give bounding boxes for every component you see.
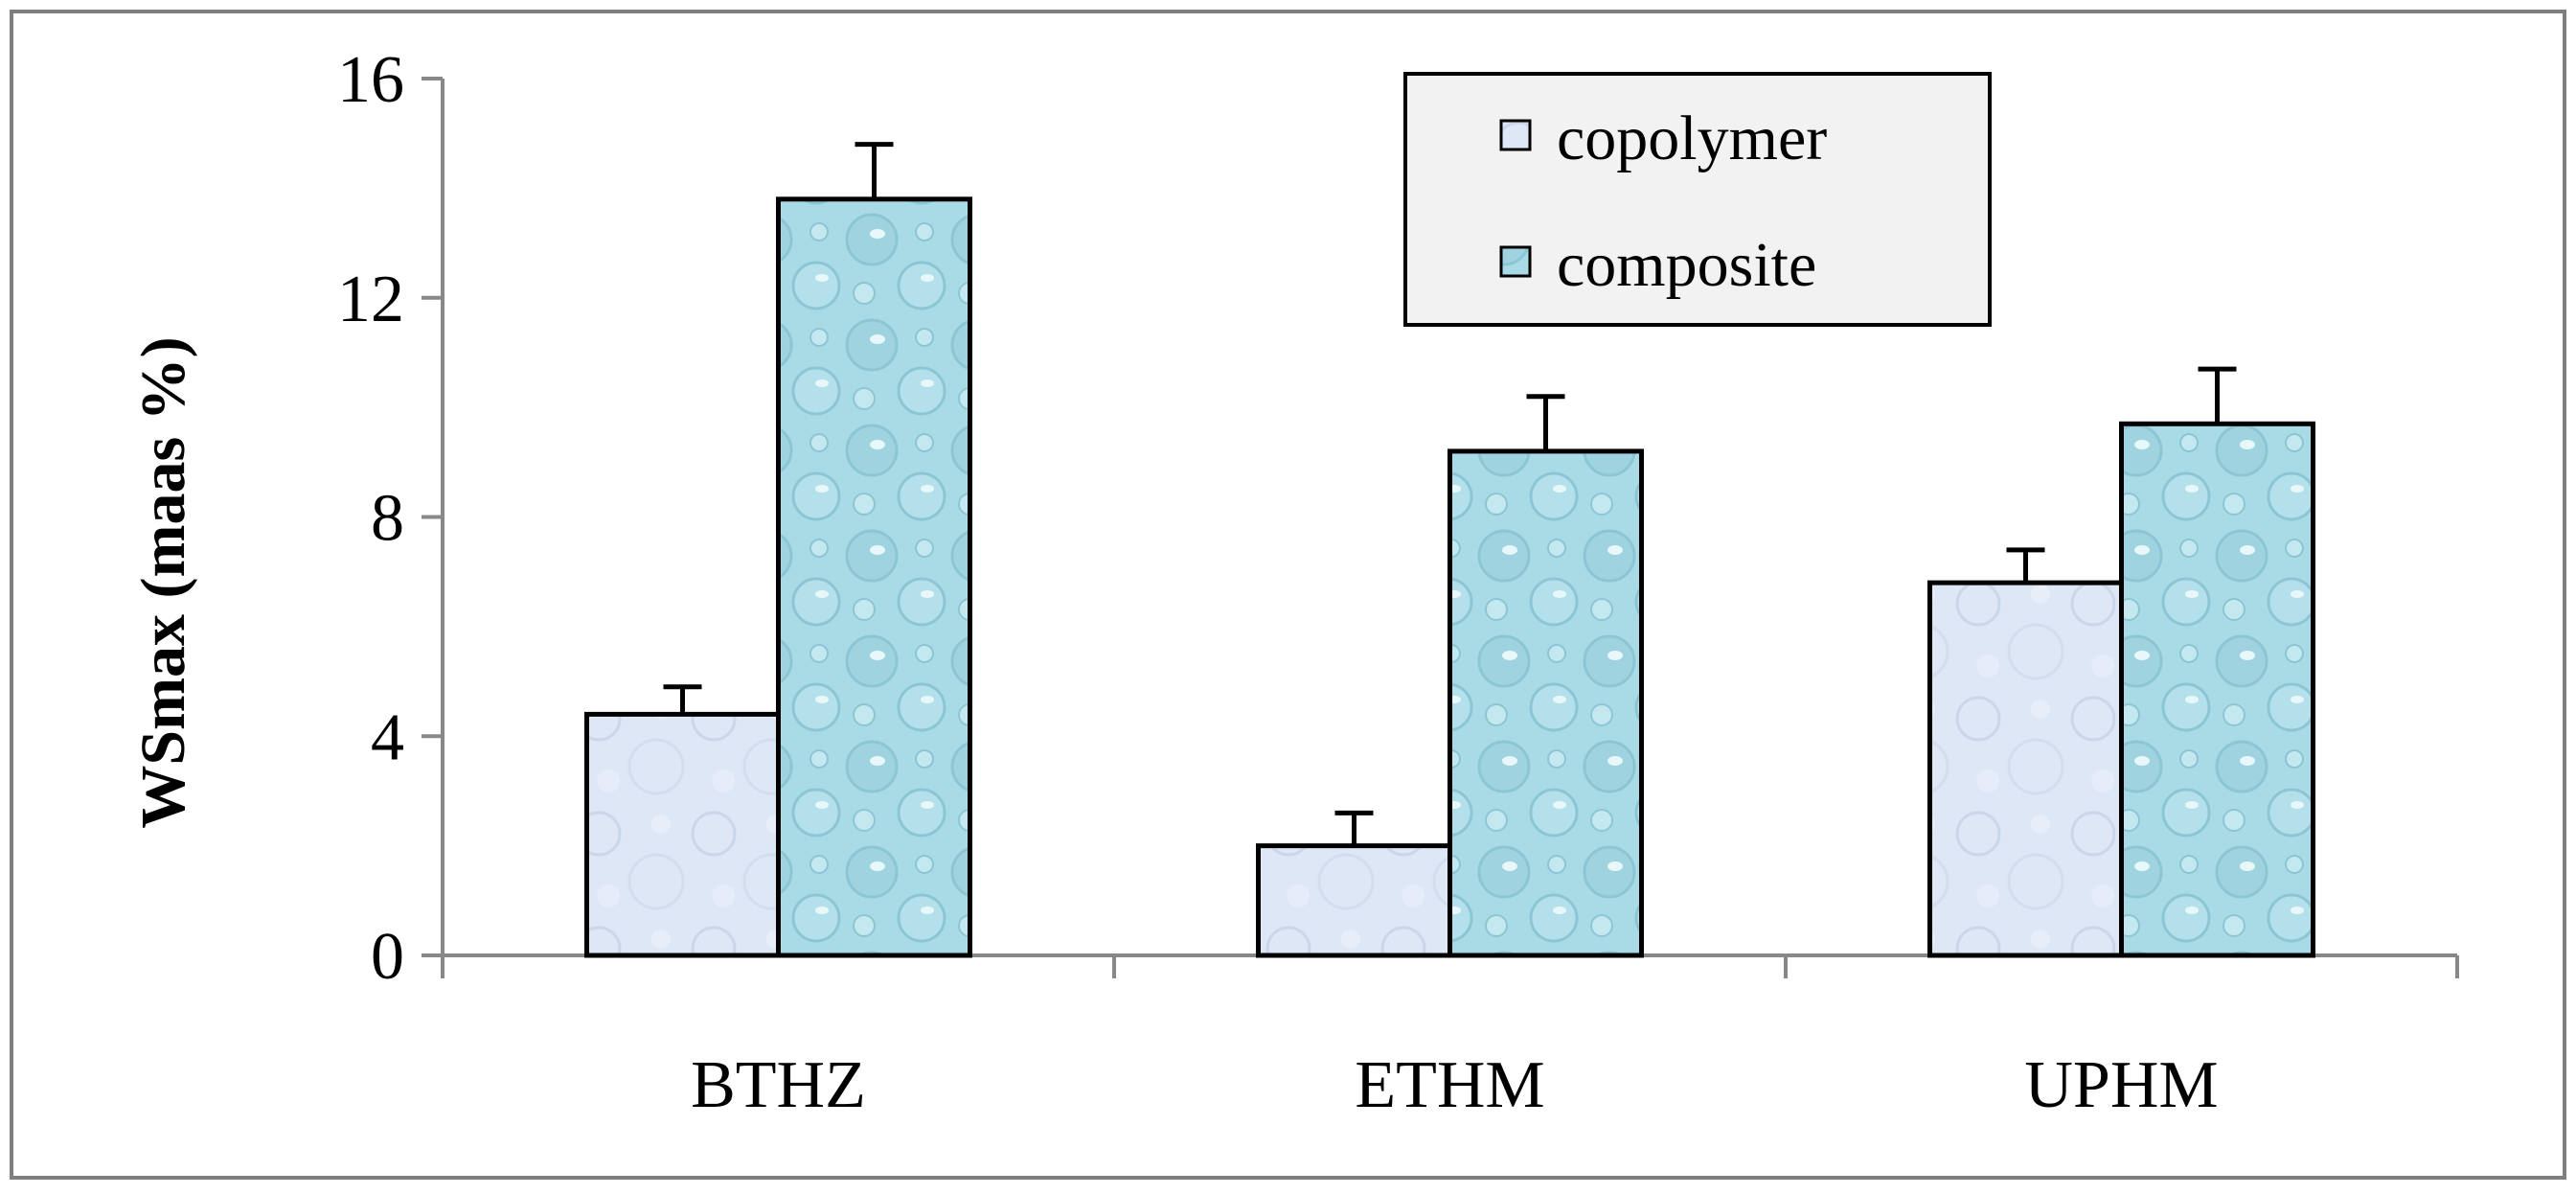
legend-label-composite: composite — [1557, 230, 1816, 300]
legend-swatch-copolymer — [1499, 119, 1532, 151]
x-tick-label: BTHZ — [691, 1048, 866, 1122]
bar-copolymer-UPHM — [1927, 580, 2124, 958]
y-tick-label: 8 — [371, 482, 404, 556]
y-axis: 0 4 8 12 16 — [337, 43, 445, 994]
y-tick-label: 12 — [337, 263, 404, 336]
error-bars — [663, 142, 2237, 846]
bars — [584, 196, 2315, 958]
bar-composite-UPHM — [2119, 421, 2315, 958]
legend-box — [1403, 72, 1992, 327]
legend: copolymer composite — [1403, 72, 1992, 327]
y-tick-label: 4 — [371, 700, 404, 774]
x-tick-label: ETHM — [1355, 1048, 1544, 1122]
bar-composite-ETHM — [1448, 448, 1644, 958]
y-tick-label: 0 — [371, 920, 404, 994]
bar-copolymer-ETHM — [1256, 843, 1452, 958]
bar-composite-BTHZ — [776, 196, 972, 958]
y-tick-label: 16 — [337, 43, 404, 117]
legend-label-copolymer: copolymer — [1557, 103, 1827, 173]
bar-copolymer-BTHZ — [584, 711, 781, 958]
legend-swatch-composite — [1499, 245, 1532, 278]
y-axis-title: WSmax (maas %) — [128, 336, 198, 828]
x-tick-label: UPHM — [2024, 1048, 2218, 1122]
